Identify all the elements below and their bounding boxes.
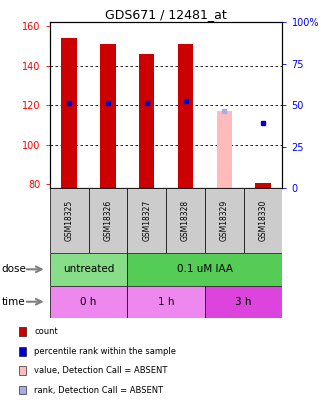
Bar [127, 286, 205, 318]
Bar [50, 286, 127, 318]
Text: time: time [2, 297, 25, 307]
Text: 1 h: 1 h [158, 297, 174, 307]
Bar [50, 188, 89, 253]
Text: GSM18326: GSM18326 [103, 200, 112, 241]
Bar [166, 188, 205, 253]
Bar [205, 286, 282, 318]
Text: GSM18330: GSM18330 [259, 200, 268, 241]
Text: percentile rank within the sample: percentile rank within the sample [34, 347, 176, 356]
Text: value, Detection Call = ABSENT: value, Detection Call = ABSENT [34, 366, 168, 375]
Bar [89, 188, 127, 253]
Bar [50, 253, 127, 286]
Bar [205, 188, 244, 253]
Text: 0.1 uM IAA: 0.1 uM IAA [177, 264, 233, 274]
Text: GSM18327: GSM18327 [142, 200, 151, 241]
Text: count: count [34, 327, 58, 336]
Bar [61, 38, 77, 188]
Text: GSM18329: GSM18329 [220, 200, 229, 241]
Bar [217, 111, 232, 188]
Bar [127, 253, 282, 286]
Text: GSM18328: GSM18328 [181, 200, 190, 241]
Text: untreated: untreated [63, 264, 114, 274]
Text: dose: dose [2, 264, 26, 274]
Text: GSM18325: GSM18325 [65, 200, 74, 241]
Title: GDS671 / 12481_at: GDS671 / 12481_at [105, 8, 227, 21]
Bar [255, 183, 271, 188]
Bar [139, 54, 154, 188]
Bar [127, 188, 166, 253]
Text: rank, Detection Call = ABSENT: rank, Detection Call = ABSENT [34, 386, 163, 394]
Bar [178, 44, 193, 188]
Text: 0 h: 0 h [80, 297, 97, 307]
Bar [100, 44, 116, 188]
Bar [244, 188, 282, 253]
Text: 3 h: 3 h [235, 297, 252, 307]
